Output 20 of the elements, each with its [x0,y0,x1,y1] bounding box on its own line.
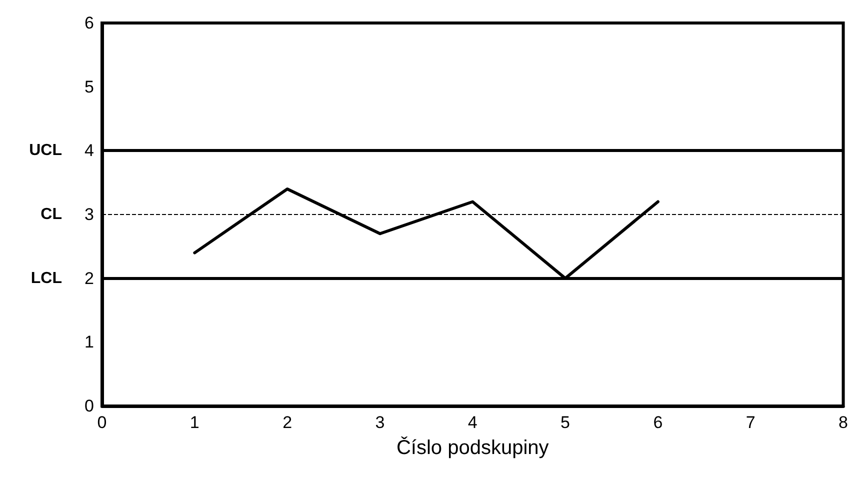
x-tick-label: 2 [282,413,292,432]
x-tick-label: 4 [468,413,478,432]
x-tick-label: 0 [97,413,107,432]
ref-line-label: CL [40,206,62,223]
y-tick-label: 2 [84,268,94,288]
ref-line-label: LCL [30,270,62,287]
y-tick-label: 5 [84,77,94,96]
y-tick-label: 1 [84,332,94,352]
x-tick-label: 3 [375,413,385,432]
y-tick-label: 6 [84,14,94,32]
x-tick-label: 6 [653,413,663,432]
x-tick-label: 1 [190,413,200,432]
x-tick-label: 8 [838,413,848,432]
ref-line-label: UCL [29,142,62,160]
y-tick-label: 4 [84,141,94,160]
x-tick-label: 7 [746,413,756,432]
y-tick-label: 3 [84,205,94,224]
x-axis-title: Číslo podskupiny [396,436,549,459]
y-tick-label: 0 [84,396,94,416]
x-tick-label: 5 [560,413,570,432]
